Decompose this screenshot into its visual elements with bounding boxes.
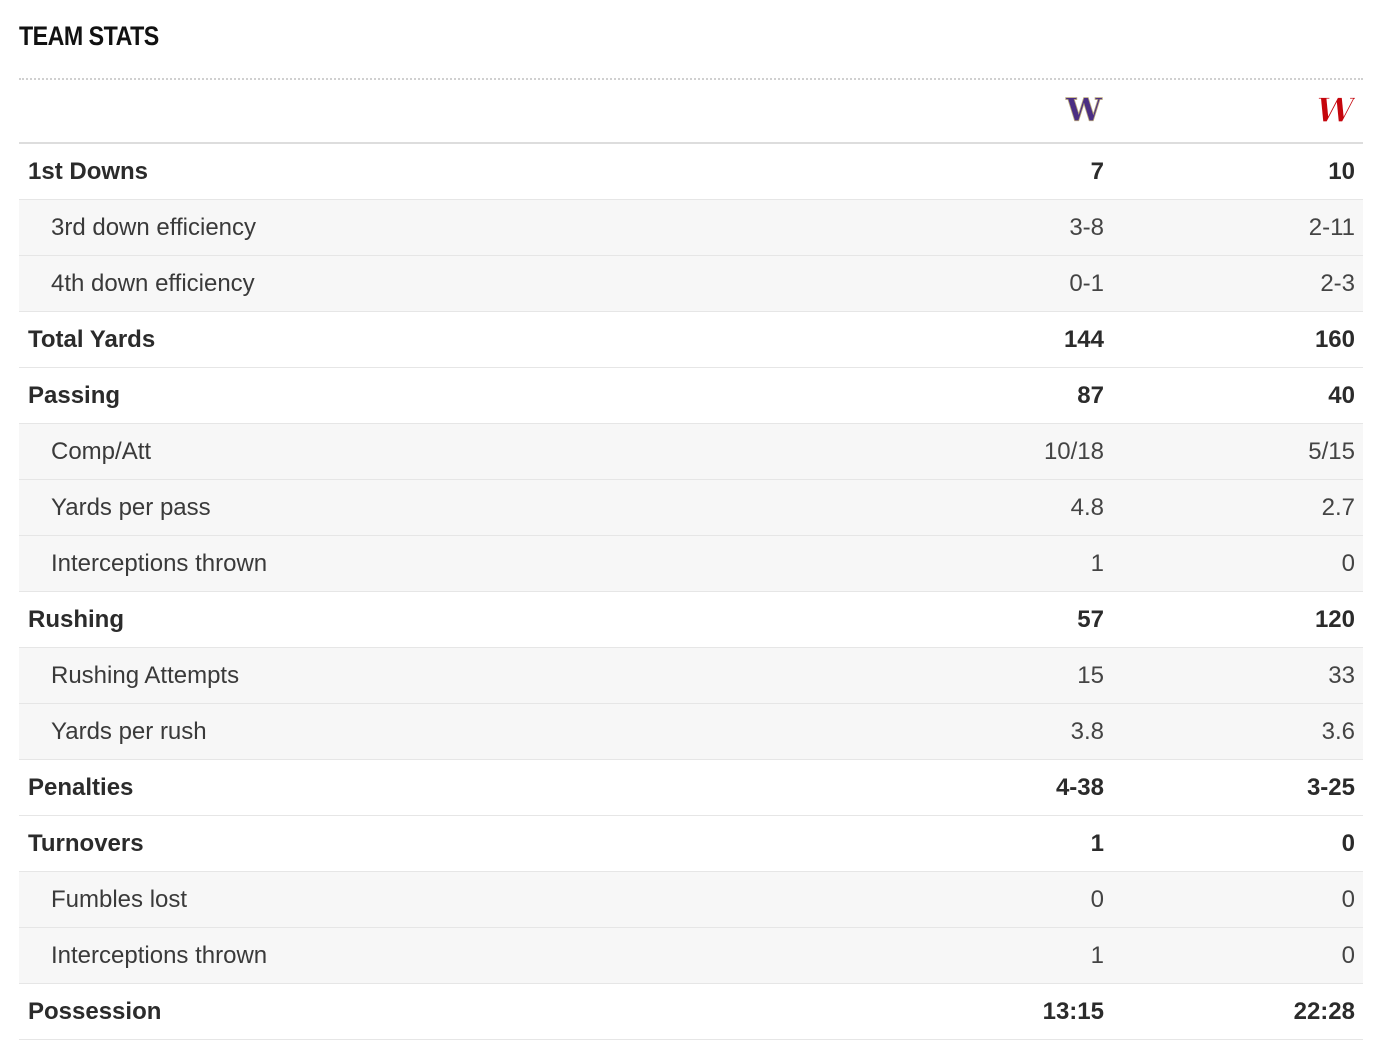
stat-label: Rushing — [28, 606, 124, 633]
home-team-value: 3.8 — [1070, 718, 1104, 745]
home-team-value: 4-38 — [1055, 774, 1104, 801]
away-team-value: 2-3 — [1320, 270, 1355, 297]
stat-label: Possession — [28, 998, 162, 1025]
stat-subrow: Comp/Att 10/18 5/15 — [19, 424, 1363, 480]
home-team-value: 0 — [1090, 886, 1104, 913]
home-team-value: 3-8 — [1069, 214, 1104, 241]
home-team-value: 1 — [1090, 550, 1104, 577]
home-team-value: 1 — [1090, 942, 1104, 969]
home-team-value: 10/18 — [1043, 438, 1104, 465]
home-team-value: 15 — [1077, 662, 1104, 689]
stat-label: Total Yards — [28, 326, 156, 353]
away-team-value: 0 — [1341, 886, 1355, 913]
home-team-value: 144 — [1063, 326, 1104, 353]
stat-label: Turnovers — [28, 830, 144, 857]
wisconsin-logo-icon: W — [1315, 92, 1355, 128]
stat-row: Turnovers 1 0 — [19, 816, 1363, 872]
home-team-value: 7 — [1090, 158, 1104, 185]
stat-row: Passing 87 40 — [19, 368, 1363, 424]
svg-text:W: W — [1065, 92, 1103, 128]
home-team-value: 4.8 — [1070, 494, 1104, 521]
stat-label: Yards per rush — [51, 718, 207, 745]
away-team-value: 3-25 — [1306, 774, 1355, 801]
home-team-value: 1 — [1090, 830, 1104, 857]
stat-subrow: Yards per pass 4.8 2.7 — [19, 480, 1363, 536]
away-team-value: 33 — [1328, 662, 1355, 689]
away-team-value: 120 — [1314, 606, 1355, 633]
away-team-value: 2-11 — [1308, 214, 1355, 241]
away-team-value: 2.7 — [1321, 494, 1355, 521]
stat-label: Yards per pass — [51, 494, 211, 521]
stat-subrow: Rushing Attempts 15 33 — [19, 648, 1363, 704]
home-team-value: 13:15 — [1042, 998, 1104, 1025]
stat-subrow: Interceptions thrown 1 0 — [19, 928, 1363, 984]
stat-label: Interceptions thrown — [51, 550, 268, 577]
team-logo-header: W W — [19, 80, 1363, 144]
stat-subrow: 4th down efficiency 0-1 2-3 — [19, 256, 1363, 312]
away-team-value: 0 — [1341, 550, 1355, 577]
stat-label: 3rd down efficiency — [51, 214, 257, 241]
away-team-value: 10 — [1328, 158, 1355, 185]
stat-label: Passing — [28, 382, 121, 409]
title-divider — [19, 78, 1363, 80]
stat-label: 4th down efficiency — [51, 270, 255, 297]
stat-label: Fumbles lost — [51, 886, 188, 913]
home-team-value: 57 — [1077, 606, 1104, 633]
away-team-value: 40 — [1328, 382, 1355, 409]
stat-subrow: Interceptions thrown 1 0 — [19, 536, 1363, 592]
stat-subrow: Yards per rush 3.8 3.6 — [19, 704, 1363, 760]
stat-row: 1st Downs 7 10 — [19, 144, 1363, 200]
stat-row: Possession 13:15 22:28 — [19, 984, 1363, 1040]
stat-label: Penalties — [28, 774, 134, 801]
away-team-value: 3.6 — [1321, 718, 1355, 745]
washington-logo-icon: W — [1065, 92, 1104, 128]
stat-subrow: Fumbles lost 0 0 — [19, 872, 1363, 928]
away-team-value: 160 — [1314, 326, 1355, 353]
away-team-value: 0 — [1341, 830, 1355, 857]
away-team-value: 5/15 — [1308, 438, 1355, 465]
section-title: TEAM STATS — [19, 21, 159, 51]
home-team-value: 87 — [1077, 382, 1104, 409]
stat-label: Interceptions thrown — [51, 942, 268, 969]
stat-label: 1st Downs — [28, 158, 149, 185]
stat-label: Comp/Att — [51, 438, 152, 465]
stat-subrow: 3rd down efficiency 3-8 2-11 — [19, 200, 1363, 256]
stat-row: Rushing 57 120 — [19, 592, 1363, 648]
away-team-value: 0 — [1341, 942, 1355, 969]
svg-text:W: W — [1315, 92, 1355, 128]
away-team-value: 22:28 — [1293, 998, 1355, 1025]
stat-row: Penalties 4-38 3-25 — [19, 760, 1363, 816]
home-team-value: 0-1 — [1069, 270, 1104, 297]
stat-label: Rushing Attempts — [51, 662, 240, 689]
stat-row: Total Yards 144 160 — [19, 312, 1363, 368]
stats-table: 1st Downs 7 10 3rd down efficiency 3-8 2-11 4t… — [19, 144, 1363, 1040]
